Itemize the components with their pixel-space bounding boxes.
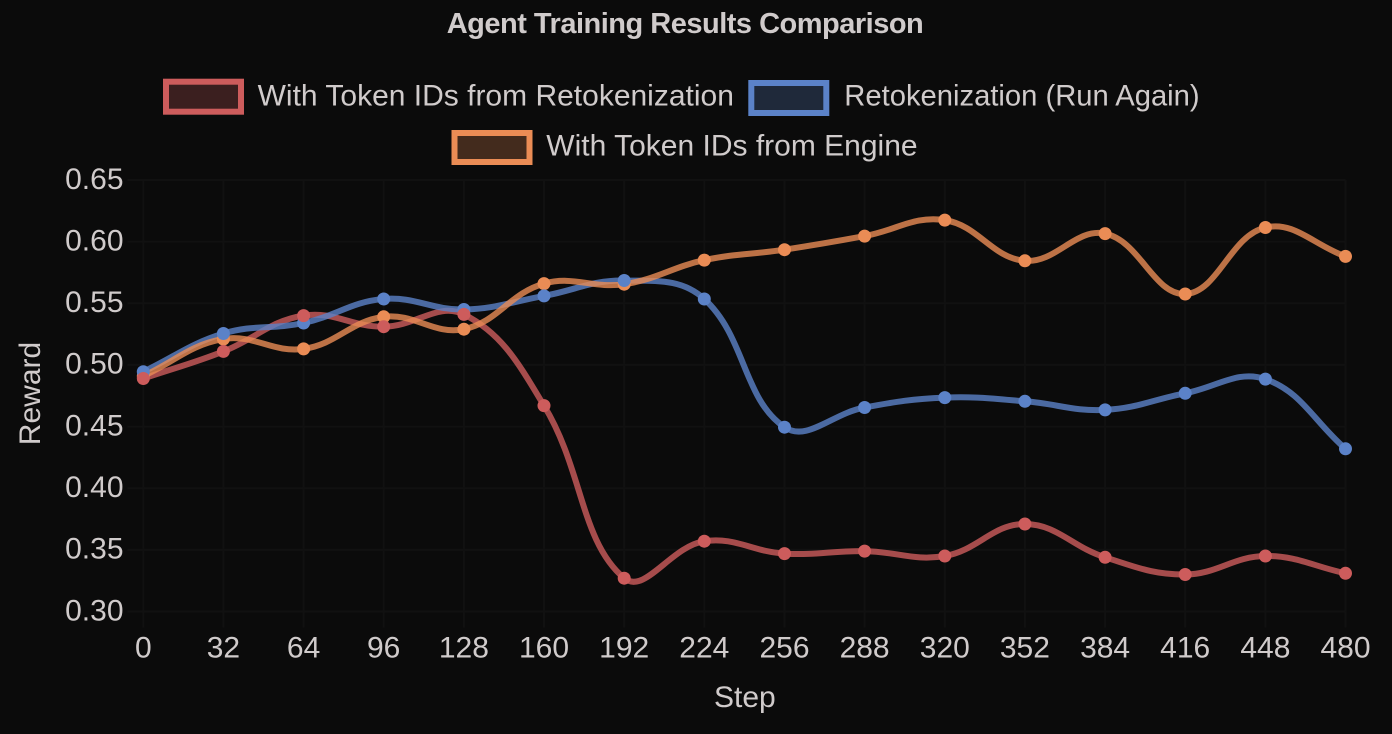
svg-text:With Token IDs from Engine: With Token IDs from Engine	[546, 129, 917, 162]
svg-text:384: 384	[1080, 632, 1130, 665]
svg-text:Retokenization (Run Again): Retokenization (Run Again)	[844, 81, 1199, 113]
svg-text:With Token IDs from Retokeniza: With Token IDs from Retokenization	[258, 80, 734, 113]
svg-text:0.55: 0.55	[65, 286, 123, 319]
svg-text:448: 448	[1240, 632, 1290, 665]
svg-text:Reward: Reward	[14, 342, 47, 445]
svg-text:0.45: 0.45	[65, 409, 123, 442]
svg-text:128: 128	[439, 632, 489, 665]
svg-text:0.65: 0.65	[65, 163, 123, 196]
svg-text:0: 0	[135, 632, 152, 665]
svg-text:32: 32	[207, 632, 240, 665]
svg-text:320: 320	[920, 632, 970, 665]
svg-text:288: 288	[840, 632, 890, 665]
svg-text:0.35: 0.35	[65, 533, 123, 566]
svg-text:256: 256	[759, 632, 809, 665]
svg-text:0.30: 0.30	[65, 594, 123, 627]
svg-text:480: 480	[1320, 632, 1370, 665]
svg-text:192: 192	[599, 632, 649, 665]
svg-text:416: 416	[1160, 632, 1210, 665]
svg-text:0.40: 0.40	[65, 471, 123, 504]
svg-text:160: 160	[519, 632, 569, 665]
svg-text:Step: Step	[714, 681, 776, 714]
svg-text:96: 96	[367, 632, 400, 665]
svg-text:352: 352	[1000, 632, 1050, 665]
svg-text:0.60: 0.60	[65, 224, 123, 257]
svg-text:Agent Training Results Compari: Agent Training Results Comparison	[447, 8, 924, 40]
svg-text:64: 64	[287, 632, 320, 665]
svg-text:0.50: 0.50	[65, 348, 123, 381]
svg-text:224: 224	[679, 632, 729, 665]
